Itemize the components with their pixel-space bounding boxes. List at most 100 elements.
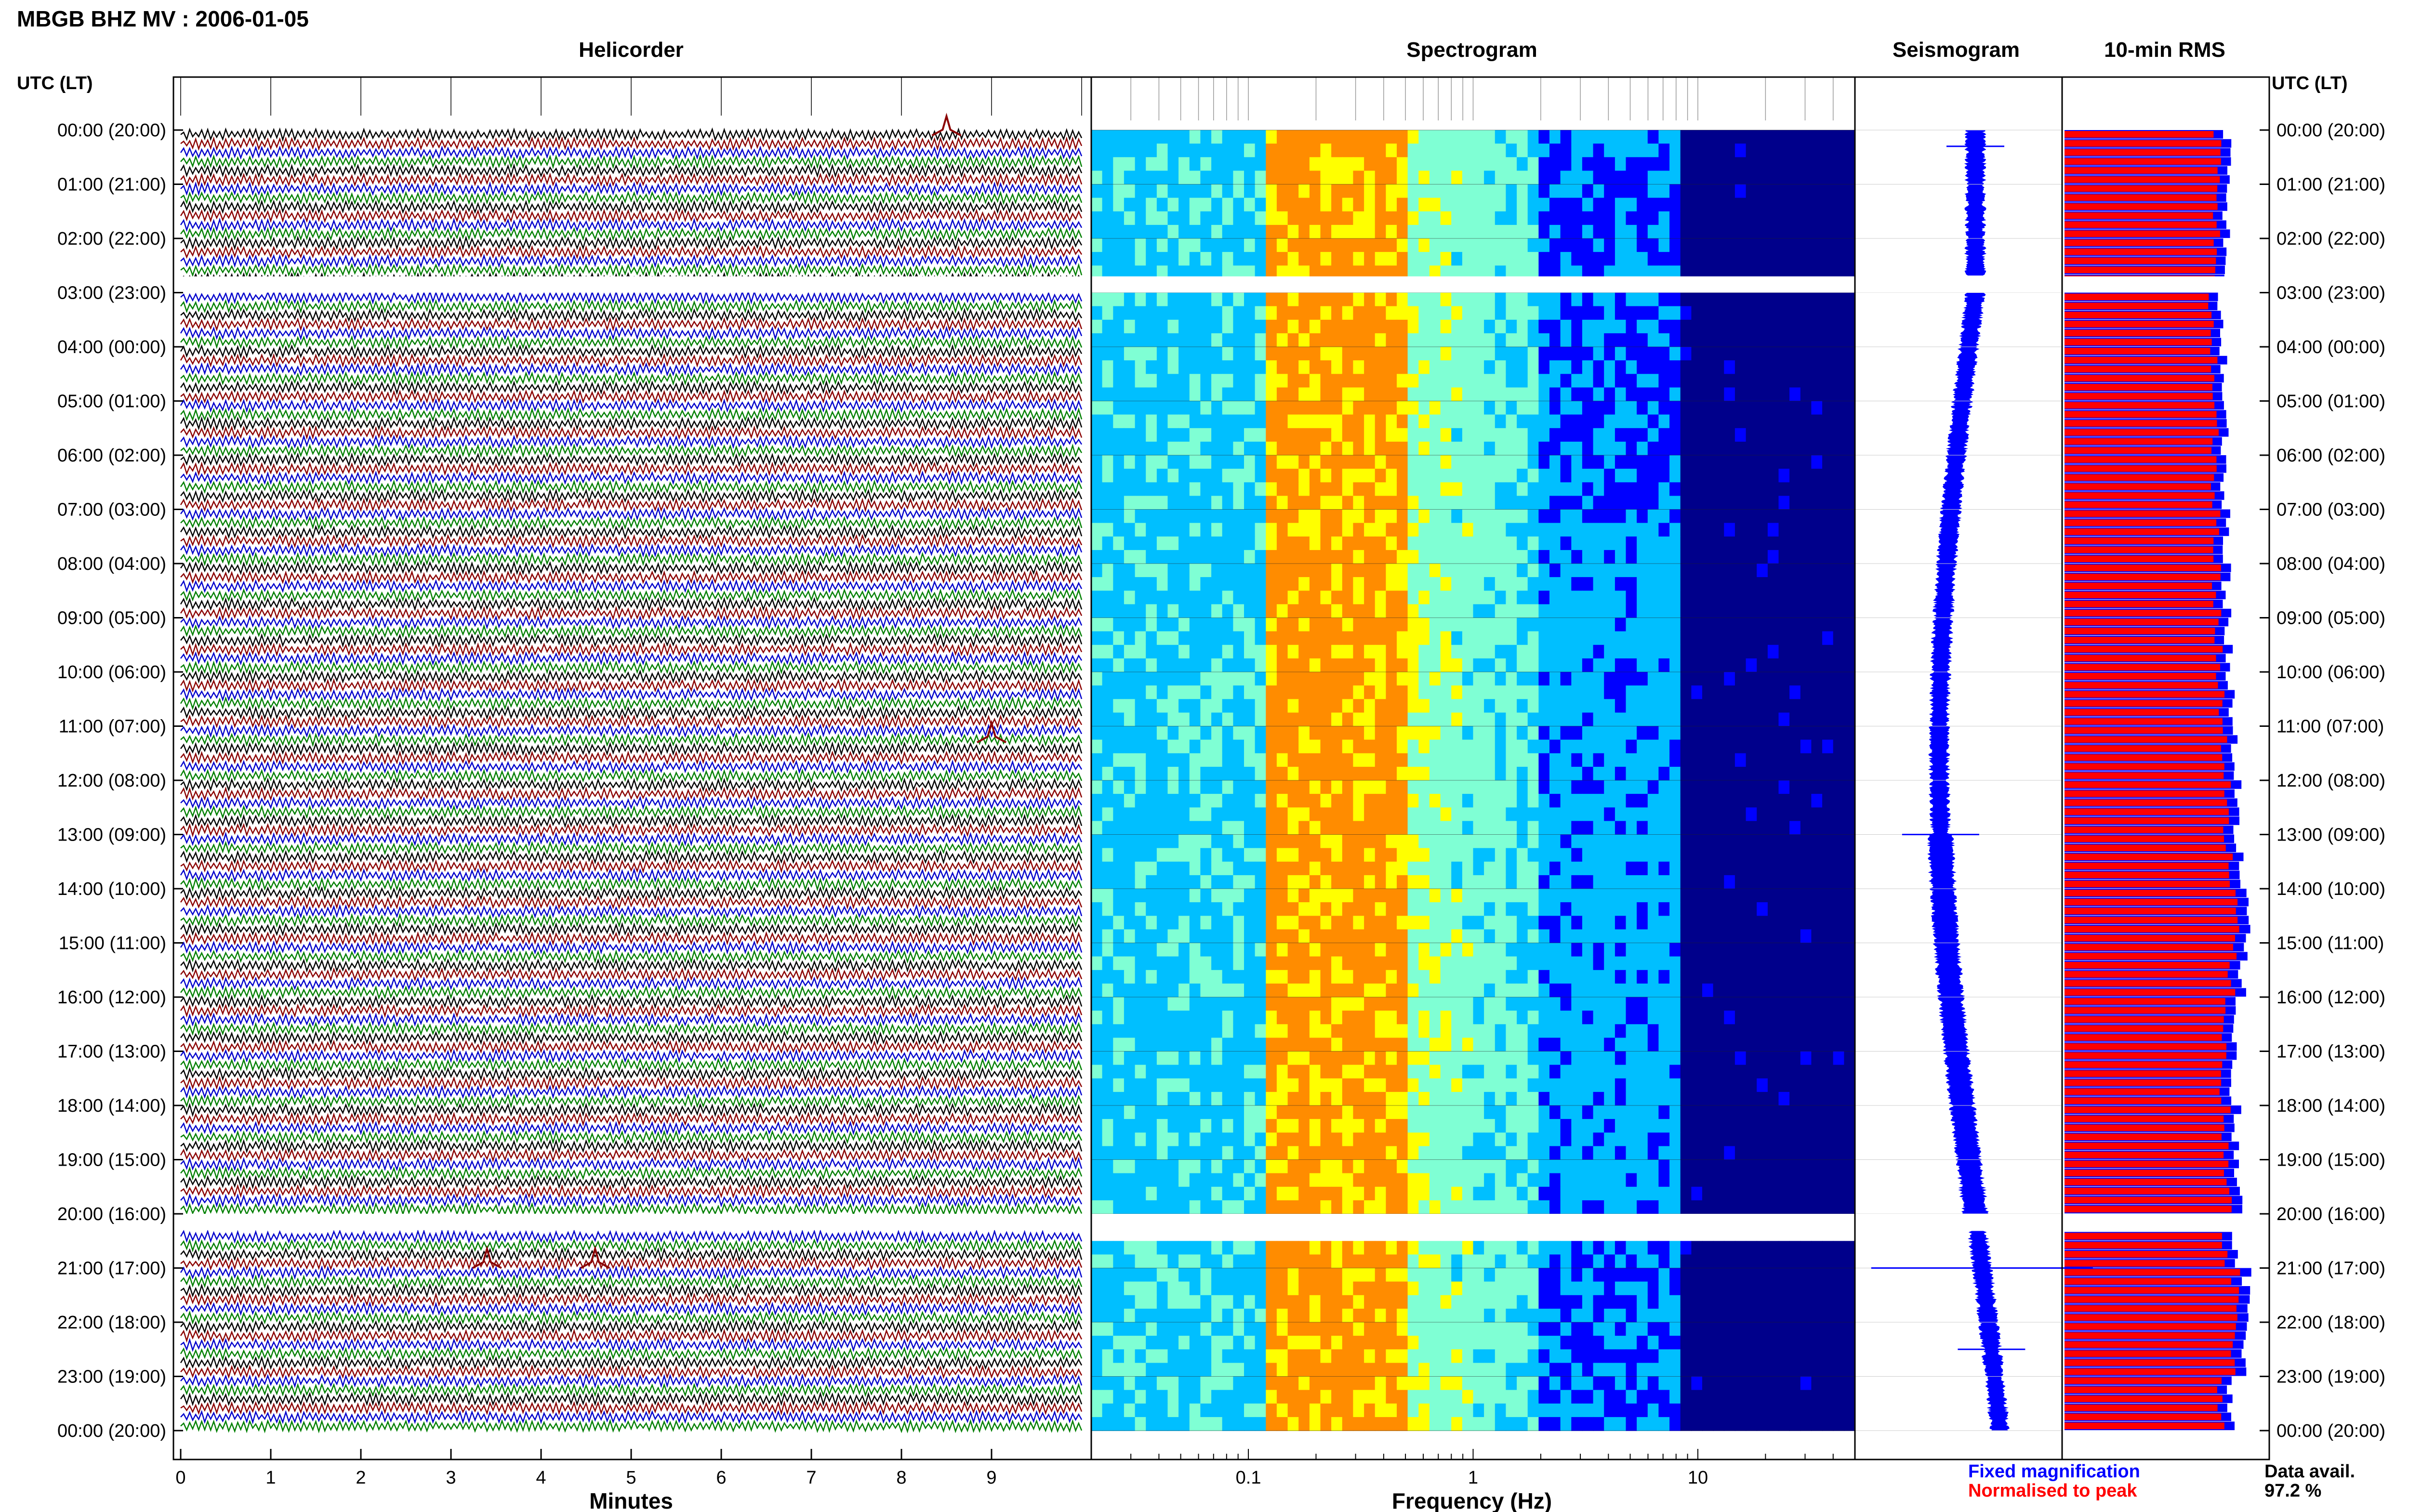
spectrogram-cell xyxy=(1527,224,1539,239)
spectrogram-cell xyxy=(1658,631,1670,645)
helicorder-trace xyxy=(180,461,1083,476)
spectrogram-cell xyxy=(1451,401,1463,415)
spectrogram-cell xyxy=(1778,807,1790,822)
spectrogram-cell xyxy=(1757,604,1768,618)
spectrogram-cell xyxy=(1102,509,1113,524)
spectrogram-cell xyxy=(1364,550,1376,564)
spectrogram-cell xyxy=(1538,333,1550,347)
spectrogram-cell xyxy=(1811,821,1823,835)
spectrogram-cell xyxy=(1724,848,1735,862)
spectrogram-cell xyxy=(1604,902,1615,916)
spectrogram-cell xyxy=(1244,780,1256,794)
spectrogram-cell xyxy=(1778,319,1790,334)
spectrogram-cell xyxy=(1200,1065,1212,1079)
spectrogram-cell xyxy=(1800,184,1812,198)
spectrogram-cell xyxy=(1626,1038,1637,1052)
spectrogram-cell xyxy=(1320,374,1332,388)
spectrogram-cell xyxy=(1102,726,1113,740)
spectrogram-cell xyxy=(1484,604,1496,618)
spectrogram-cell xyxy=(1309,1065,1321,1079)
spectrogram-cell xyxy=(1746,401,1757,415)
spectrogram-cell xyxy=(1538,171,1550,185)
spectrogram-cell xyxy=(1680,441,1692,456)
spectrogram-cell xyxy=(1211,414,1223,429)
spectrogram-cell xyxy=(1571,1011,1583,1025)
spectrogram-cell xyxy=(1255,1011,1266,1025)
spectrogram-cell xyxy=(1680,374,1692,388)
spectrogram-cell xyxy=(1724,224,1735,239)
spectrogram-cell xyxy=(1233,821,1244,835)
spectrogram-cell xyxy=(1517,441,1528,456)
spectrogram-cell xyxy=(1495,861,1507,876)
helicorder-trace xyxy=(180,289,1083,305)
spectrogram-cell xyxy=(1822,469,1834,483)
spectrogram-cell xyxy=(1244,712,1256,727)
spectrogram-cell xyxy=(1549,130,1561,144)
spectrogram-cell xyxy=(1276,618,1288,632)
spectrogram-cell xyxy=(1637,848,1648,862)
spectrogram-cell xyxy=(1658,591,1670,605)
spectrogram-cell xyxy=(1549,536,1561,551)
spectrogram-cell xyxy=(1156,252,1168,266)
spectrogram-cell xyxy=(1342,428,1354,442)
spectrogram-cell xyxy=(1342,1051,1354,1065)
spectrogram-cell xyxy=(1440,252,1452,266)
spectrogram-cell xyxy=(1560,956,1572,971)
spectrogram-cell xyxy=(1342,374,1354,388)
spectrogram-cell xyxy=(1658,130,1670,144)
spectrogram-cell xyxy=(1484,983,1496,998)
spectrogram-cell xyxy=(1669,902,1681,916)
spectrogram-cell xyxy=(1222,997,1234,1011)
spectrogram-cell xyxy=(1844,536,1855,551)
spectrogram-cell xyxy=(1113,983,1125,998)
spectrogram-cell xyxy=(1429,618,1441,632)
spectrogram-cell xyxy=(1124,699,1136,713)
spectrogram-cell xyxy=(1124,333,1136,347)
spectrogram-cell xyxy=(1178,509,1190,524)
spectrogram-cell xyxy=(1397,1024,1408,1039)
spectrogram-cell xyxy=(1397,374,1408,388)
spectrogram-cell xyxy=(1407,712,1419,727)
spectrogram-cell xyxy=(1353,889,1364,903)
spectrogram-cell xyxy=(1767,983,1779,998)
spectrogram-cell xyxy=(1342,604,1354,618)
spectrogram-cell xyxy=(1724,211,1735,225)
spectrogram-cell xyxy=(1549,224,1561,239)
spectrogram-cell xyxy=(1255,766,1266,781)
spectrogram-cell xyxy=(1473,144,1484,158)
spectrogram-cell xyxy=(1364,469,1376,483)
spectrogram-cell xyxy=(1233,1051,1244,1065)
spectrogram-cell xyxy=(1167,658,1179,672)
spectrogram-cell xyxy=(1451,144,1463,158)
spectrogram-cell xyxy=(1549,374,1561,388)
spectrogram-cell xyxy=(1440,224,1452,239)
spectrogram-cell xyxy=(1560,591,1572,605)
spectrogram-cell xyxy=(1626,184,1637,198)
spectrogram-cell xyxy=(1626,387,1637,402)
spectrogram-cell xyxy=(1473,956,1484,971)
spectrogram-cell xyxy=(1724,455,1735,469)
spectrogram-cell xyxy=(1353,929,1364,944)
helicorder-trace xyxy=(180,1120,1083,1135)
spectrogram-cell xyxy=(1506,658,1517,672)
spectrogram-cell xyxy=(1549,428,1561,442)
spectrogram-cell xyxy=(1276,766,1288,781)
spectrogram-cell xyxy=(1582,509,1594,524)
spectrogram-cell xyxy=(1418,577,1430,591)
spectrogram-cell xyxy=(1669,265,1681,280)
spectrogram-cell xyxy=(1440,469,1452,483)
spectrogram-cell xyxy=(1571,821,1583,835)
spectrogram-cell xyxy=(1418,658,1430,672)
spectrogram-cell xyxy=(1746,455,1757,469)
spectrogram-cell xyxy=(1397,875,1408,889)
spectrogram-cell xyxy=(1364,441,1376,456)
spectrogram-cell xyxy=(1538,496,1550,510)
spectrogram-cell xyxy=(1342,902,1354,916)
spectrogram-cell xyxy=(1276,1011,1288,1025)
spectrogram-cell xyxy=(1462,157,1474,171)
spectrogram-cell xyxy=(1724,441,1735,456)
spectrogram-cell xyxy=(1669,441,1681,456)
spectrogram-cell xyxy=(1484,157,1496,171)
spectrogram-cell xyxy=(1353,360,1364,374)
spectrogram-cell xyxy=(1211,144,1223,158)
